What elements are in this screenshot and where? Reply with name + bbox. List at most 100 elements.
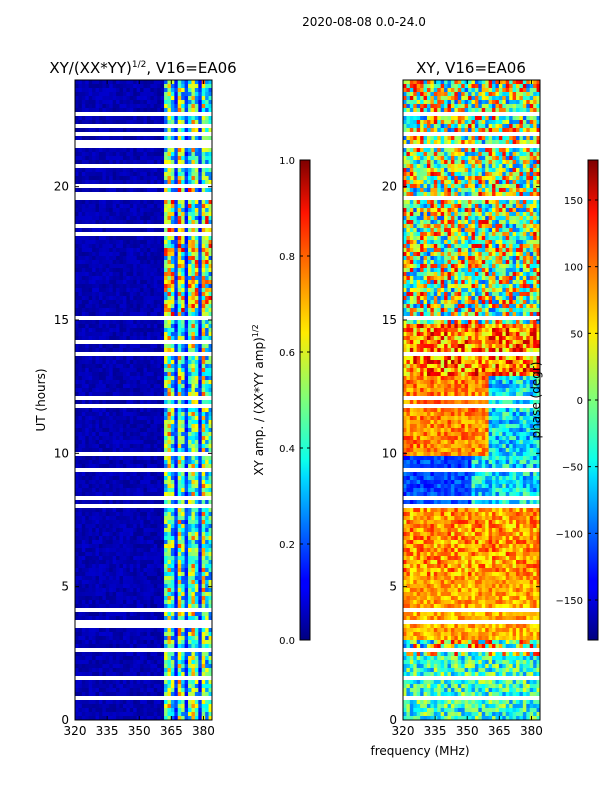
heatmap-cell	[78, 436, 83, 441]
heatmap-cell	[78, 204, 83, 209]
heatmap-cell	[146, 392, 151, 397]
heatmap-cell	[78, 464, 83, 469]
heatmap-cell	[95, 288, 100, 293]
heatmap-cell	[146, 552, 151, 557]
heatmap-cell	[205, 88, 210, 93]
heatmap-cell	[109, 260, 114, 265]
heatmap-cell	[122, 88, 127, 93]
heatmap-cell	[140, 600, 144, 605]
heatmap-cell	[188, 160, 192, 165]
heatmap-cell	[119, 312, 124, 317]
heatmap-row	[75, 216, 212, 221]
heatmap-cell	[174, 88, 179, 93]
heatmap-cell	[150, 568, 155, 573]
heatmap-cell	[92, 400, 97, 405]
heatmap-cell	[78, 556, 83, 561]
heatmap-cell	[78, 148, 83, 153]
heatmap-cell	[164, 172, 168, 177]
heatmap-cell	[198, 200, 203, 205]
heatmap-cell	[112, 276, 117, 281]
heatmap-cell	[75, 332, 79, 337]
heatmap-cell	[126, 612, 131, 617]
heatmap-cell	[205, 456, 210, 461]
heatmap-cell	[191, 444, 196, 449]
heatmap-cell	[98, 312, 103, 317]
heatmap-cell	[201, 172, 206, 177]
heatmap-cell	[157, 400, 162, 405]
heatmap-cell	[122, 412, 127, 417]
heatmap-cell	[184, 372, 189, 377]
heatmap-cell	[119, 260, 124, 265]
heatmap-cell	[150, 604, 155, 609]
heatmap-cell	[143, 540, 148, 545]
heatmap-cell	[140, 400, 144, 405]
heatmap-cell	[88, 280, 93, 285]
heatmap-cell	[102, 440, 107, 445]
heatmap-cell	[170, 592, 175, 597]
heatmap-cell	[153, 108, 158, 113]
heatmap-cell	[167, 532, 172, 537]
heatmap-cell	[88, 440, 93, 445]
heatmap-cell	[95, 172, 100, 177]
heatmap-cell	[119, 364, 124, 369]
heatmap-cell	[205, 208, 210, 213]
heatmap-cell	[140, 580, 144, 585]
heatmap-cell	[205, 84, 210, 89]
heatmap-cell	[150, 632, 155, 637]
heatmap-cell	[129, 476, 134, 481]
heatmap-cell	[160, 368, 165, 373]
heatmap-cell	[78, 492, 83, 497]
heatmap-cell	[88, 612, 93, 617]
heatmap-cell	[181, 656, 186, 661]
heatmap-cell	[184, 440, 189, 445]
heatmap-cell	[133, 524, 138, 529]
heatmap-cell	[157, 628, 162, 633]
heatmap-cell	[177, 336, 182, 341]
heatmap-cell	[174, 208, 179, 213]
heatmap-cell	[198, 176, 203, 181]
heatmap-cell	[98, 508, 103, 513]
heatmap-cell	[194, 384, 199, 389]
heatmap-row	[75, 440, 212, 445]
heatmap-cell	[205, 616, 210, 621]
heatmap-cell	[177, 480, 182, 485]
heatmap-cell	[105, 424, 110, 429]
heatmap-cell	[157, 424, 162, 429]
heatmap-cell	[184, 616, 189, 621]
heatmap-cell	[116, 116, 121, 121]
heatmap-cell	[153, 412, 158, 417]
heatmap-cell	[81, 388, 86, 393]
heatmap-cell	[188, 588, 192, 593]
heatmap-cell	[109, 220, 114, 225]
heatmap-cell	[143, 400, 148, 405]
heatmap-cell	[184, 540, 189, 545]
heatmap-cell	[78, 208, 83, 213]
heatmap-cell	[126, 332, 131, 337]
heatmap-cell	[150, 412, 155, 417]
heatmap-cell	[75, 256, 79, 261]
heatmap-cell	[105, 376, 110, 381]
heatmap-cell	[153, 244, 158, 249]
heatmap-cell	[119, 228, 124, 233]
heatmap-cell	[157, 656, 162, 661]
heatmap-row	[75, 464, 212, 469]
heatmap-cell	[153, 288, 158, 293]
heatmap-cell	[140, 612, 144, 617]
heatmap-cell	[119, 428, 124, 433]
heatmap-cell	[112, 168, 117, 173]
heatmap-cell	[119, 360, 124, 365]
heatmap-cell	[88, 572, 93, 577]
heatmap-cell	[205, 628, 210, 633]
heatmap-cell	[122, 204, 127, 209]
heatmap-cell	[177, 308, 182, 313]
heatmap-cell	[167, 472, 172, 477]
heatmap-cell	[160, 520, 165, 525]
heatmap-cell	[167, 120, 172, 125]
heatmap-cell	[157, 336, 162, 341]
heatmap-cell	[95, 220, 100, 225]
heatmap-cell	[160, 560, 165, 565]
heatmap-cell	[109, 288, 114, 293]
heatmap-cell	[177, 108, 182, 113]
heatmap-cell	[191, 200, 196, 205]
heatmap-cell	[78, 636, 83, 641]
